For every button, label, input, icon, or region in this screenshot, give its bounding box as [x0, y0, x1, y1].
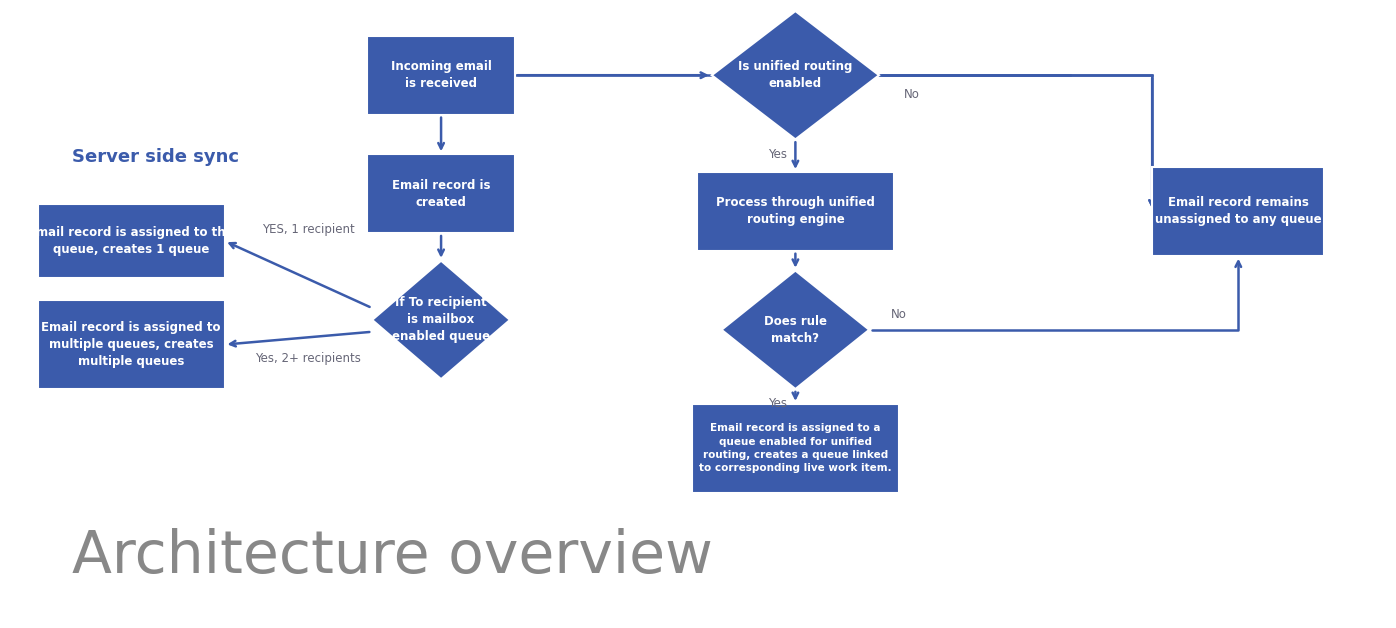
- Text: Email record is assigned to
multiple queues, creates
multiple queues: Email record is assigned to multiple que…: [42, 321, 221, 368]
- Text: Is unified routing
enabled: Is unified routing enabled: [738, 60, 853, 90]
- Text: Email record is assigned to the
queue, creates 1 queue: Email record is assigned to the queue, c…: [28, 226, 235, 256]
- Text: No: No: [903, 89, 920, 102]
- Text: Email record is
created: Email record is created: [392, 178, 490, 208]
- Polygon shape: [712, 11, 879, 139]
- Text: Architecture overview: Architecture overview: [73, 528, 713, 585]
- Text: Does rule
match?: Does rule match?: [764, 315, 826, 345]
- FancyBboxPatch shape: [38, 204, 225, 278]
- FancyBboxPatch shape: [692, 404, 899, 492]
- Text: Email record remains
unassigned to any queue: Email record remains unassigned to any q…: [1154, 197, 1322, 226]
- Polygon shape: [373, 261, 510, 379]
- Text: Yes: Yes: [768, 148, 787, 161]
- Text: Server side sync: Server side sync: [73, 148, 239, 166]
- Text: YES, 1 recipient: YES, 1 recipient: [262, 223, 355, 236]
- Polygon shape: [722, 271, 870, 389]
- Text: If To recipient
is mailbox
enabled queue: If To recipient is mailbox enabled queue: [392, 296, 490, 344]
- Text: Yes: Yes: [768, 398, 787, 410]
- FancyBboxPatch shape: [38, 300, 225, 389]
- FancyBboxPatch shape: [697, 172, 893, 251]
- Text: Incoming email
is received: Incoming email is received: [391, 60, 491, 90]
- Text: Email record is assigned to a
queue enabled for unified
routing, creates a queue: Email record is assigned to a queue enab…: [699, 423, 892, 473]
- FancyBboxPatch shape: [1152, 167, 1325, 256]
- Text: Yes, 2+ recipients: Yes, 2+ recipients: [255, 352, 362, 365]
- Text: Process through unified
routing engine: Process through unified routing engine: [716, 197, 875, 226]
- FancyBboxPatch shape: [367, 154, 515, 233]
- Text: No: No: [891, 308, 907, 322]
- FancyBboxPatch shape: [367, 36, 515, 115]
